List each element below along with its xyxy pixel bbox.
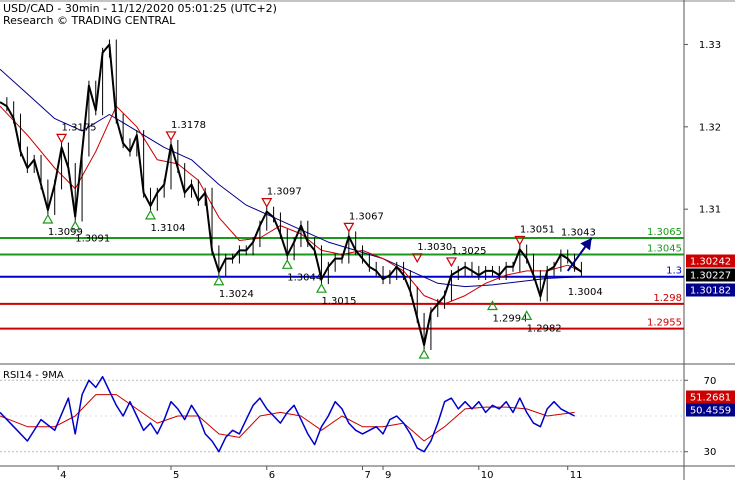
- signal-label-5: 1.3024: [219, 289, 254, 300]
- time-tick-label: 9: [385, 470, 391, 480]
- signal-label-13: 1.2994: [492, 313, 527, 324]
- price-tag-2-label: 1.30182: [690, 286, 731, 297]
- sell-signal-14: [514, 235, 526, 246]
- price-tag-1-box: [686, 268, 735, 282]
- slow-ma-line: [0, 68, 582, 288]
- sell-signal-6: [261, 198, 273, 208]
- signal-label-12: 1.3025: [451, 246, 486, 257]
- time-axis: 4 5 6 7 9 10 11: [57, 466, 583, 480]
- signal-label-6: 1.3097: [267, 187, 302, 198]
- sell-signal-4: [165, 131, 177, 142]
- rsi-panel: RSI14 - 9MA 30 70 51.2681 50.4559: [0, 370, 735, 467]
- buy-signal-8: [315, 282, 328, 293]
- price-line: [0, 43, 582, 347]
- level-label-2: 1.3: [666, 266, 682, 277]
- time-tick-label: 6: [269, 470, 275, 480]
- forecast-arrow: [566, 237, 593, 272]
- price-tick-label: 1.31: [699, 205, 721, 216]
- rsi-axis-ticks: 30 70: [684, 376, 716, 458]
- price-tag-1-label: 1.30227: [690, 271, 731, 282]
- rsi-tag-0-box: [686, 390, 735, 404]
- price-tag-0-label: 1.30242: [690, 257, 731, 268]
- signal-label-2: 1.3091: [75, 234, 110, 245]
- time-tick-label: 7: [365, 470, 371, 480]
- time-tick-label: 4: [60, 470, 66, 480]
- buy-signal-11: [418, 348, 430, 359]
- price-axis-tags: 1.30242 1.30227 1.30182: [686, 254, 735, 297]
- free-label-0: 1.3043: [561, 228, 596, 239]
- price-axis-ticks: 1.31 1.32 1.33: [684, 40, 721, 216]
- rsi-tag-1-label: 50.4559: [690, 406, 731, 417]
- rsi-line: [0, 375, 575, 453]
- signal-markers: 1.3099 1.3175 1.3091 1.3104 1.3178 1.3024 1.30…: [42, 120, 603, 359]
- level-label-0: 1.3065: [647, 227, 682, 238]
- signal-label-4: 1.3178: [171, 120, 206, 131]
- signal-label-9: 1.3067: [349, 211, 384, 222]
- signal-label-0: 1.3099: [48, 227, 83, 238]
- signal-label-14: 1.3051: [520, 225, 555, 236]
- time-tick-label: 10: [481, 470, 494, 480]
- buy-signal-2: [69, 220, 81, 231]
- sell-signal-10: [411, 253, 423, 264]
- slow-moving-average: [0, 68, 582, 288]
- sell-signal-12: [445, 257, 457, 268]
- signal-label-1: 1.3175: [62, 122, 97, 133]
- signal-label-15: 1.2982: [527, 323, 562, 334]
- buy-signal-5: [213, 275, 225, 286]
- signal-label-3: 1.3104: [150, 223, 185, 234]
- buy-signal-0: [42, 213, 54, 224]
- rsi-tag-0-label: 51.2681: [690, 393, 731, 404]
- signal-label-10: 1.3030: [417, 242, 452, 253]
- price-tick-label: 1.32: [699, 122, 721, 133]
- level-label-1: 1.3045: [647, 243, 682, 254]
- level-label-3: 1.298: [653, 293, 682, 304]
- rsi-tick-label: 70: [704, 376, 717, 387]
- chart-subtitle: Research © TRADING CENTRAL: [3, 14, 176, 27]
- free-label-1: 1.3004: [568, 287, 603, 298]
- time-tick-label: 5: [173, 470, 179, 480]
- price-tag-2-box: [686, 283, 735, 297]
- buy-signal-7: [281, 259, 293, 269]
- signal-label-7: 1.3044: [287, 272, 322, 283]
- sell-signal-9: [343, 222, 355, 233]
- rsi-main-line: [0, 375, 575, 453]
- rsi-title: RSI14 - 9MA: [3, 370, 64, 381]
- chart-title: USD/CAD - 30min - 11/12/2020 05:01:25 (U…: [3, 2, 277, 15]
- rsi-ma-line: [0, 394, 575, 442]
- price-tag-0-box: [686, 254, 735, 268]
- buy-signal-15: [521, 310, 533, 320]
- rsi-tick-label: 30: [704, 447, 717, 458]
- time-tick-label: 11: [570, 470, 583, 480]
- rsi-axis-tags: 51.2681 50.4559: [686, 390, 735, 417]
- buy-signal-3: [144, 209, 157, 220]
- rsi-moving-average: [0, 394, 575, 442]
- arrow-head: [580, 238, 592, 251]
- price-series: [0, 39, 582, 350]
- level-lines: 1.3065 1.3045 1.3 1.298 1.2955: [0, 227, 684, 330]
- level-label-4: 1.2955: [647, 318, 682, 329]
- price-tick-label: 1.33: [699, 40, 721, 51]
- rsi-tag-1-box: [686, 403, 735, 417]
- sell-signal-1: [56, 133, 68, 144]
- signal-label-8: 1.3015: [321, 296, 356, 307]
- buy-signal-13: [486, 300, 499, 311]
